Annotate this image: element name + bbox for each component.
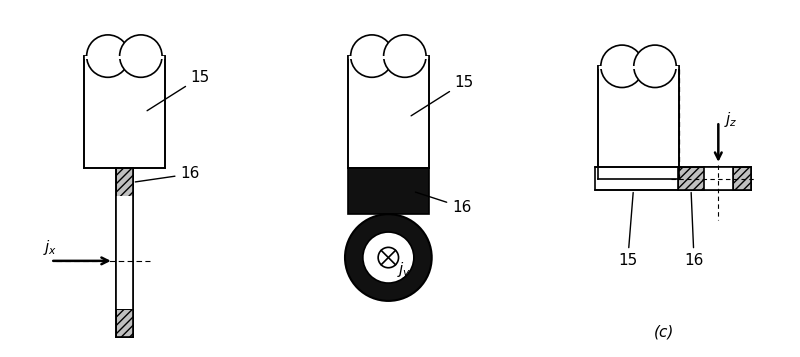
Bar <box>84 56 165 59</box>
Circle shape <box>363 232 414 283</box>
Bar <box>116 196 133 308</box>
Text: 15: 15 <box>411 75 474 116</box>
Bar <box>347 168 429 214</box>
Text: (c): (c) <box>654 325 674 340</box>
Circle shape <box>120 35 162 77</box>
Bar <box>598 66 678 70</box>
Bar <box>83 56 165 168</box>
Text: $j_z$: $j_z$ <box>725 110 738 129</box>
Bar <box>733 167 750 190</box>
Text: $j_x$: $j_x$ <box>42 238 57 257</box>
Text: 15: 15 <box>618 192 638 268</box>
Circle shape <box>384 35 426 77</box>
Text: 16: 16 <box>135 166 200 182</box>
Bar <box>678 167 704 190</box>
Circle shape <box>345 214 432 301</box>
Bar <box>116 168 133 196</box>
Text: 16: 16 <box>685 192 704 268</box>
Bar <box>595 167 750 190</box>
Text: $j_y$: $j_y$ <box>397 260 411 281</box>
Bar <box>598 66 679 178</box>
Circle shape <box>601 45 643 87</box>
Bar <box>704 167 733 190</box>
Circle shape <box>634 45 676 87</box>
Bar <box>347 56 429 168</box>
Bar <box>116 168 133 337</box>
Text: 16: 16 <box>415 192 471 215</box>
Text: 15: 15 <box>147 70 210 111</box>
Bar <box>116 308 133 337</box>
Circle shape <box>86 35 129 77</box>
Circle shape <box>350 35 393 77</box>
Bar <box>348 56 429 59</box>
